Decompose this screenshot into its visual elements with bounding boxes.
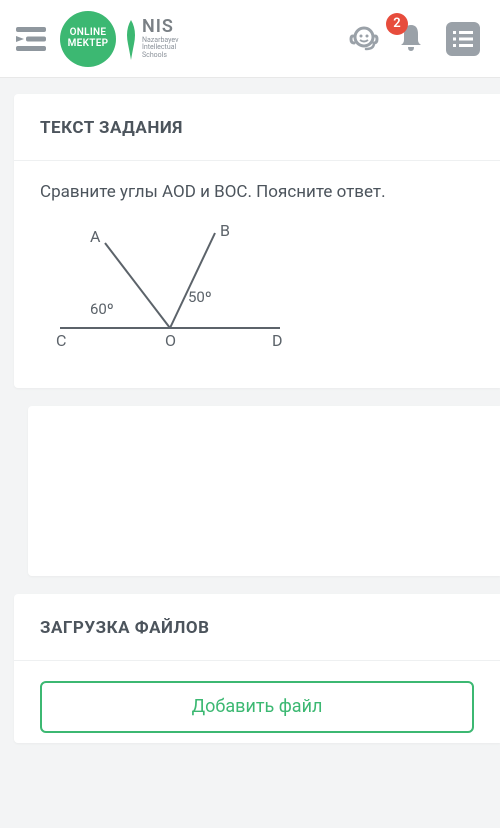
svg-text:C: C xyxy=(56,331,66,350)
task-prompt: Сравните углы AOD и BOC. Поясните ответ. xyxy=(40,181,474,204)
nis-main: NIS xyxy=(142,16,178,37)
svg-text:60º: 60º xyxy=(90,300,114,318)
online-mektep-logo[interactable]: ONLINE MEKTEP xyxy=(60,11,116,67)
logo-line1: ONLINE xyxy=(70,28,107,39)
nis-logo[interactable]: NIS Nazarbayev Intellectual Schools xyxy=(122,16,178,62)
svg-text:D: D xyxy=(272,331,283,350)
content-area: ТЕКСТ ЗАДАНИЯ Сравните углы AOD и BOC. П… xyxy=(0,78,500,743)
notification-badge: 2 xyxy=(386,13,408,35)
add-file-label: Добавить файл xyxy=(192,696,323,717)
headset-icon xyxy=(347,22,381,56)
answer-textarea[interactable] xyxy=(28,406,500,576)
svg-text:B: B xyxy=(220,221,230,240)
svg-text:A: A xyxy=(90,227,101,246)
task-card: ТЕКСТ ЗАДАНИЯ Сравните углы AOD и BOC. П… xyxy=(14,94,500,388)
notifications-button[interactable]: 2 xyxy=(396,21,426,57)
upload-card: ЗАГРУЗКА ФАЙЛОВ Добавить файл xyxy=(14,594,500,743)
leaf-icon xyxy=(122,16,140,62)
angle-diagram: A B C D O 60º 50º xyxy=(40,218,300,358)
upload-heading: ЗАГРУЗКА ФАЙЛОВ xyxy=(14,594,500,661)
nis-sub3: Schools xyxy=(142,52,178,60)
list-button[interactable] xyxy=(446,22,480,56)
task-body: Сравните углы AOD и BOC. Поясните ответ.… xyxy=(14,161,500,388)
menu-button[interactable] xyxy=(16,25,48,53)
support-button[interactable] xyxy=(346,21,382,57)
list-icon xyxy=(453,31,473,47)
task-heading: ТЕКСТ ЗАДАНИЯ xyxy=(14,94,500,161)
add-file-button[interactable]: Добавить файл xyxy=(40,681,474,733)
logo-line2: MEKTEP xyxy=(68,39,109,50)
svg-text:50º: 50º xyxy=(188,288,212,306)
app-header: ONLINE MEKTEP NIS Nazarbayev Intellectua… xyxy=(0,0,500,78)
svg-text:O: O xyxy=(165,331,176,350)
